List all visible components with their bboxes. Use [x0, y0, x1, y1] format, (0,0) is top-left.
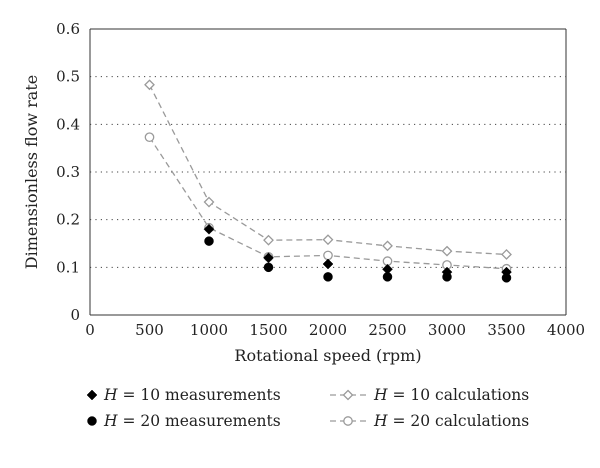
- data-point: [203, 223, 215, 235]
- y-tick-label: 0.5: [56, 68, 80, 86]
- legend-item: H = 20 calculations: [330, 412, 529, 430]
- y-tick-label: 0.4: [56, 115, 80, 133]
- data-point: [144, 79, 155, 91]
- data-point: [323, 272, 333, 282]
- x-tick-label: 3500: [487, 321, 525, 339]
- y-tick-label: 0.1: [56, 258, 80, 276]
- legend-marker: [342, 389, 354, 401]
- grid-lines: [90, 28, 566, 268]
- data-point: [442, 272, 452, 282]
- data-point: [382, 240, 393, 252]
- x-tick-label: 1000: [190, 321, 228, 339]
- x-tick-label: 500: [135, 321, 164, 339]
- y-axis-title: Dimensionless flow rate: [22, 75, 41, 269]
- y-tick-label: 0: [70, 306, 80, 324]
- data-point: [322, 258, 334, 270]
- tick-labels: 0 500 1000 1500 2000 2500 3000 3500 4000 0 0.1 0.2 0…: [56, 20, 585, 339]
- y-tick-label: 0.6: [56, 20, 80, 38]
- legend-label: H = 20 measurements: [103, 412, 281, 430]
- legend-label: H = 10 calculations: [373, 386, 529, 404]
- x-tick-label: 3000: [428, 321, 466, 339]
- x-tick-label: 1500: [249, 321, 287, 339]
- x-tick-label: 2000: [309, 321, 347, 339]
- y-tick-label: 0.3: [56, 163, 80, 181]
- series-2: [204, 236, 512, 283]
- data-point: [441, 245, 453, 257]
- legend-label-variable: H: [373, 386, 388, 404]
- data-point: [382, 272, 393, 282]
- legend-label-text: = 10 measurements: [118, 386, 281, 404]
- series-line: [148, 136, 507, 270]
- data-point: [501, 273, 512, 283]
- data-point: [322, 234, 334, 246]
- legend-label-text: = 20 measurements: [118, 412, 281, 430]
- data-point: [501, 249, 512, 260]
- series-3: [144, 79, 512, 260]
- data-point: [203, 196, 215, 208]
- y-tick-label: 0.2: [56, 211, 80, 229]
- legend-marker: [343, 416, 353, 426]
- legend-marker: [86, 389, 98, 401]
- legend-label: H = 20 calculations: [373, 412, 529, 430]
- data-point: [263, 262, 274, 273]
- legend-label-variable: H: [103, 412, 118, 430]
- series-1: [203, 223, 512, 278]
- legend-item: H = 20 measurements: [87, 412, 281, 430]
- legend-label-text: = 10 calculations: [388, 386, 530, 404]
- legend-label: H = 10 measurements: [103, 386, 281, 404]
- data-point: [323, 250, 333, 261]
- plot-series: [144, 79, 512, 283]
- legend-marker: [87, 416, 97, 426]
- x-axis-title: Rotational speed (rpm): [234, 346, 421, 365]
- data-point: [263, 234, 274, 246]
- x-tick-label: 0: [85, 321, 95, 339]
- data-point: [204, 236, 214, 246]
- data-point: [144, 132, 155, 143]
- legend-item: H = 10 calculations: [330, 386, 529, 404]
- x-tick-label: 4000: [547, 321, 585, 339]
- legend-label-variable: H: [373, 412, 388, 430]
- legend-label-text: = 20 calculations: [388, 412, 530, 430]
- series-line: [148, 84, 507, 256]
- x-tick-label: 2500: [368, 321, 406, 339]
- legend-item: H = 10 measurements: [86, 386, 281, 404]
- axes: [89, 28, 567, 316]
- legend-label-variable: H: [103, 386, 118, 404]
